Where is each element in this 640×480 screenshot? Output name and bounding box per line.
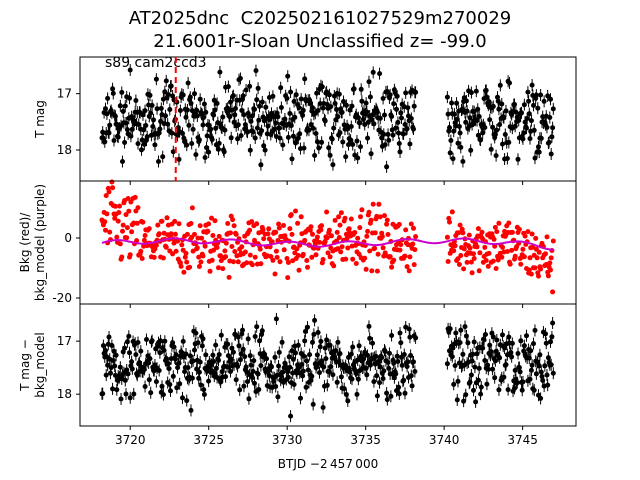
y-tick-label-bkg-0: 0 [64,231,72,245]
y-tick-label-tmag_corr-0: 17 [57,334,72,348]
y-axis-label-tmag_corr-0: T mag − [18,339,32,392]
y-axis-label-tmag_corr-1: bkg_model [33,332,47,398]
x-tick-label-5: 3745 [507,433,538,447]
y-axis-label-bkg-0: Bkg (red)/ [18,212,32,273]
series-points-tmag_corr-0 [99,312,556,423]
panel-frame-tmag_corr [79,303,577,427]
series-line-bkg-1 [101,237,554,251]
x-tick-label-0: 3720 [115,433,146,447]
y-tick-label-tmag-1: 18 [57,143,72,157]
y-axis-label-bkg-1: bkg_model (purple) [33,184,47,301]
sector-camera-annotation: s89 cam2ccd3 [105,55,207,71]
y-tick-label-tmag-0: 17 [57,87,72,101]
x-tick-label-3: 3735 [350,433,381,447]
chart-title-line-2: 21.6001r-Sloan Unclassified z= -99.0 [153,31,487,52]
chart-title-line-1: AT2025dnc C202502161027529m270029 [128,8,512,29]
series-points-bkg-0 [99,179,556,295]
x-tick-label-4: 3740 [429,433,460,447]
x-tick-label-2: 3730 [272,433,303,447]
y-tick-label-tmag_corr-1: 18 [57,387,72,401]
x-tick-label-1: 3725 [193,433,224,447]
x-axis-label: BTJD −2 457 000 [278,457,378,471]
series-points-tmag-0 [99,64,556,173]
y-axis-label-tmag-0: T mag [33,100,47,139]
y-tick-label-bkg-1: -20 [52,291,72,305]
